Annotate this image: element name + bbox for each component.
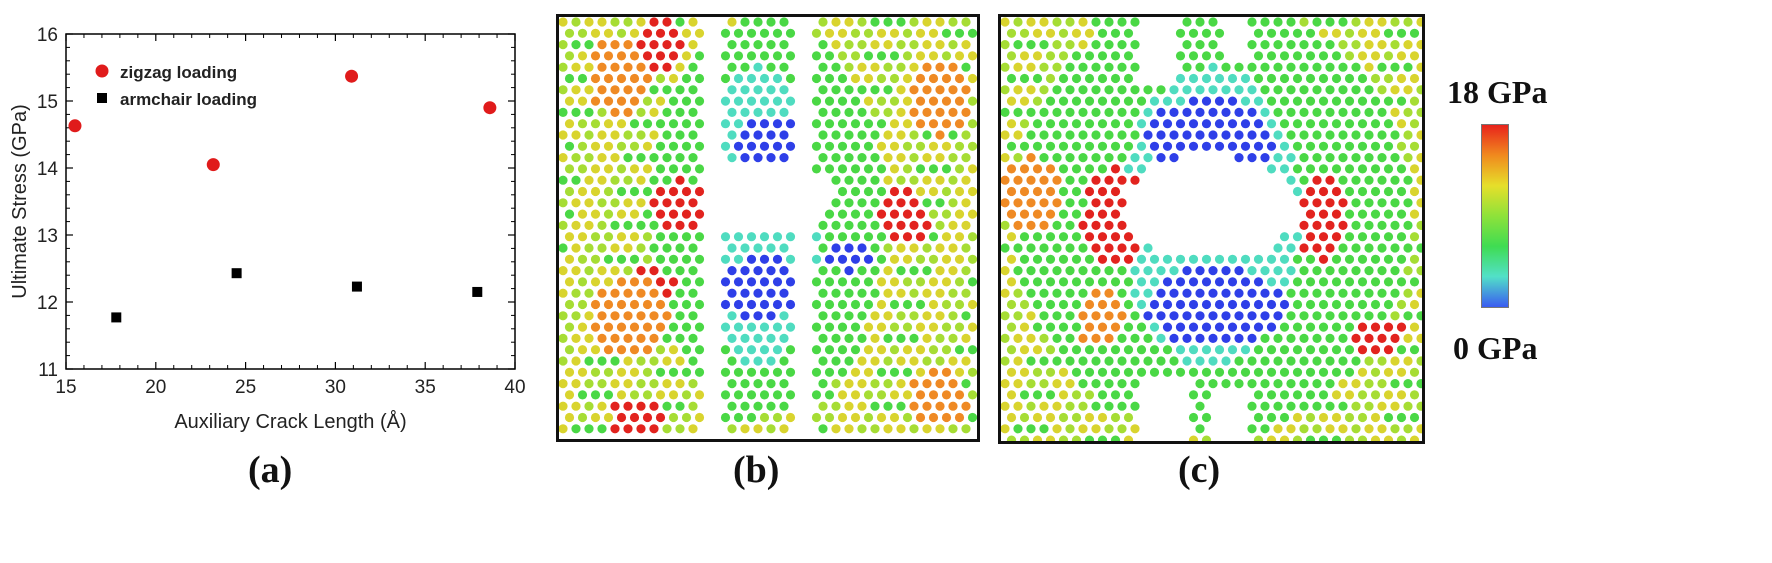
armchair-point: [351, 281, 362, 292]
armchair-point: [231, 268, 242, 279]
atomic-lattice-b: [559, 17, 977, 434]
panel-label-c: (c): [1178, 449, 1221, 491]
zigzag-point: [345, 69, 359, 83]
x-tick-label: 20: [145, 377, 166, 398]
y-tick-label: 16: [37, 25, 58, 46]
x-tick-label: 15: [55, 377, 76, 398]
x-axis-label: Auxiliary Crack Length (Å): [174, 410, 406, 433]
atomic-lattice-c: [1001, 17, 1422, 441]
y-axis-label: Ultimate Stress (GPa): [9, 104, 31, 298]
armchair-point: [111, 312, 122, 323]
legend-marker-armchair: [97, 93, 107, 103]
chart-canvas: 15 20 25 30 35 40 11 12 13 14 15 16 Auxiliary Crack …: [9, 25, 526, 433]
legend-label: armchair loading: [120, 90, 257, 109]
legend-label: zigzag loading: [120, 63, 237, 82]
plot-frame: [65, 33, 516, 370]
panel-label-a: (a): [248, 449, 293, 491]
y-tick-label: 15: [37, 92, 58, 113]
zigzag-point: [483, 101, 497, 115]
stress-colorbar: [1481, 124, 1509, 308]
zigzag-point: [68, 119, 82, 133]
zigzag-point: [206, 158, 220, 172]
y-tick-label: 13: [37, 226, 58, 247]
stress-map-c: [998, 14, 1425, 444]
panel-label-b: (b): [733, 449, 780, 491]
legend-marker-zigzag: [95, 64, 109, 78]
x-tick-label: 40: [504, 377, 525, 398]
x-tick-label: 30: [325, 377, 346, 398]
x-tick-label: 35: [415, 377, 436, 398]
y-tick-label: 11: [38, 360, 58, 381]
colorbar-min-label: 0 GPa: [1453, 330, 1538, 366]
x-tick-label: 25: [235, 377, 256, 398]
y-tick-label: 14: [37, 159, 59, 180]
y-tick-label: 12: [37, 293, 58, 314]
armchair-point: [472, 286, 483, 297]
stress-scatter-chart: 15 20 25 30 35 40 11 12 13 14 15 16 Auxiliary Crack …: [0, 0, 545, 450]
colorbar-max-label: 18 GPa: [1447, 74, 1548, 110]
stress-map-b: [556, 14, 980, 442]
